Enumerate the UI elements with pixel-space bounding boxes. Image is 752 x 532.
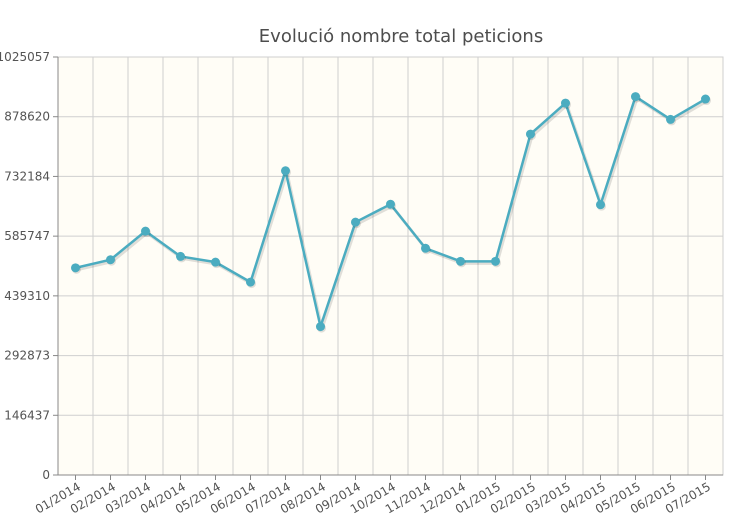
data-point[interactable] [701,94,710,104]
y-tick-label: 439310 [4,289,50,303]
plot-area [58,57,723,475]
data-point[interactable] [491,256,500,266]
data-point[interactable] [421,243,430,253]
y-tick-label: 292873 [4,349,50,363]
data-point[interactable] [141,226,150,236]
data-point[interactable] [351,217,360,227]
data-point[interactable] [561,98,570,108]
grid-lines [58,56,723,476]
y-tick-label: 585747 [4,229,50,243]
y-tick-label: 0 [42,468,50,482]
data-point[interactable] [106,255,115,265]
y-tick-label: 732184 [4,169,50,183]
data-point[interactable] [386,199,395,209]
chart-title: Evolució nombre total peticions [259,26,543,47]
y-axis-ticks: 0 146437 292873 439310 585747 732184 878620 102… [0,50,58,482]
data-point[interactable] [596,200,605,210]
y-tick-label: 1025057 [0,50,50,64]
data-point[interactable] [71,263,80,273]
data-point[interactable] [211,257,220,267]
y-tick-label: 878620 [4,110,50,124]
x-axis-ticks: 01/201402/201403/201404/201405/201406/20… [33,475,713,517]
data-point[interactable] [316,322,325,332]
data-point[interactable] [246,277,255,287]
data-point[interactable] [281,166,290,176]
data-point[interactable] [631,92,640,102]
series-group [71,92,711,333]
data-point[interactable] [176,251,185,261]
data-point[interactable] [666,114,675,124]
y-tick-label: 146437 [4,408,50,422]
data-point[interactable] [456,256,465,266]
data-point[interactable] [526,129,535,139]
